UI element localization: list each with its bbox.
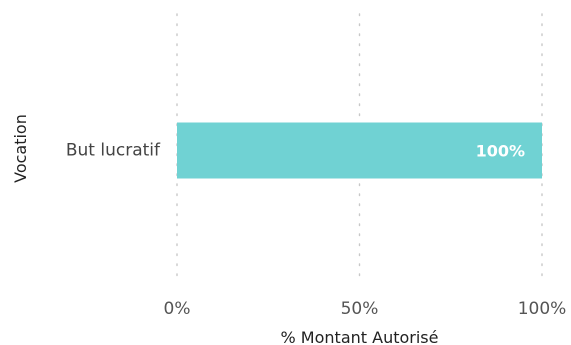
bars: 100%	[177, 122, 542, 179]
bar[interactable]	[177, 122, 542, 179]
x-tick-label: 0%	[164, 299, 191, 319]
y-axis-title: Vocation	[11, 114, 30, 183]
category-labels: But lucratif	[66, 141, 161, 161]
bar-data-label: 100%	[476, 142, 525, 161]
category-label: But lucratif	[66, 141, 161, 161]
x-tick-label: 50%	[341, 299, 379, 319]
x-axis-title: % Montant Autorisé	[281, 328, 439, 345]
x-tick-labels: 0% 50% 100%	[164, 299, 567, 319]
x-tick-label: 100%	[518, 299, 567, 319]
